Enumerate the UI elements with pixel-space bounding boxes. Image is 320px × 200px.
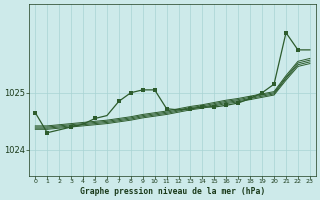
X-axis label: Graphe pression niveau de la mer (hPa): Graphe pression niveau de la mer (hPa) <box>80 187 265 196</box>
